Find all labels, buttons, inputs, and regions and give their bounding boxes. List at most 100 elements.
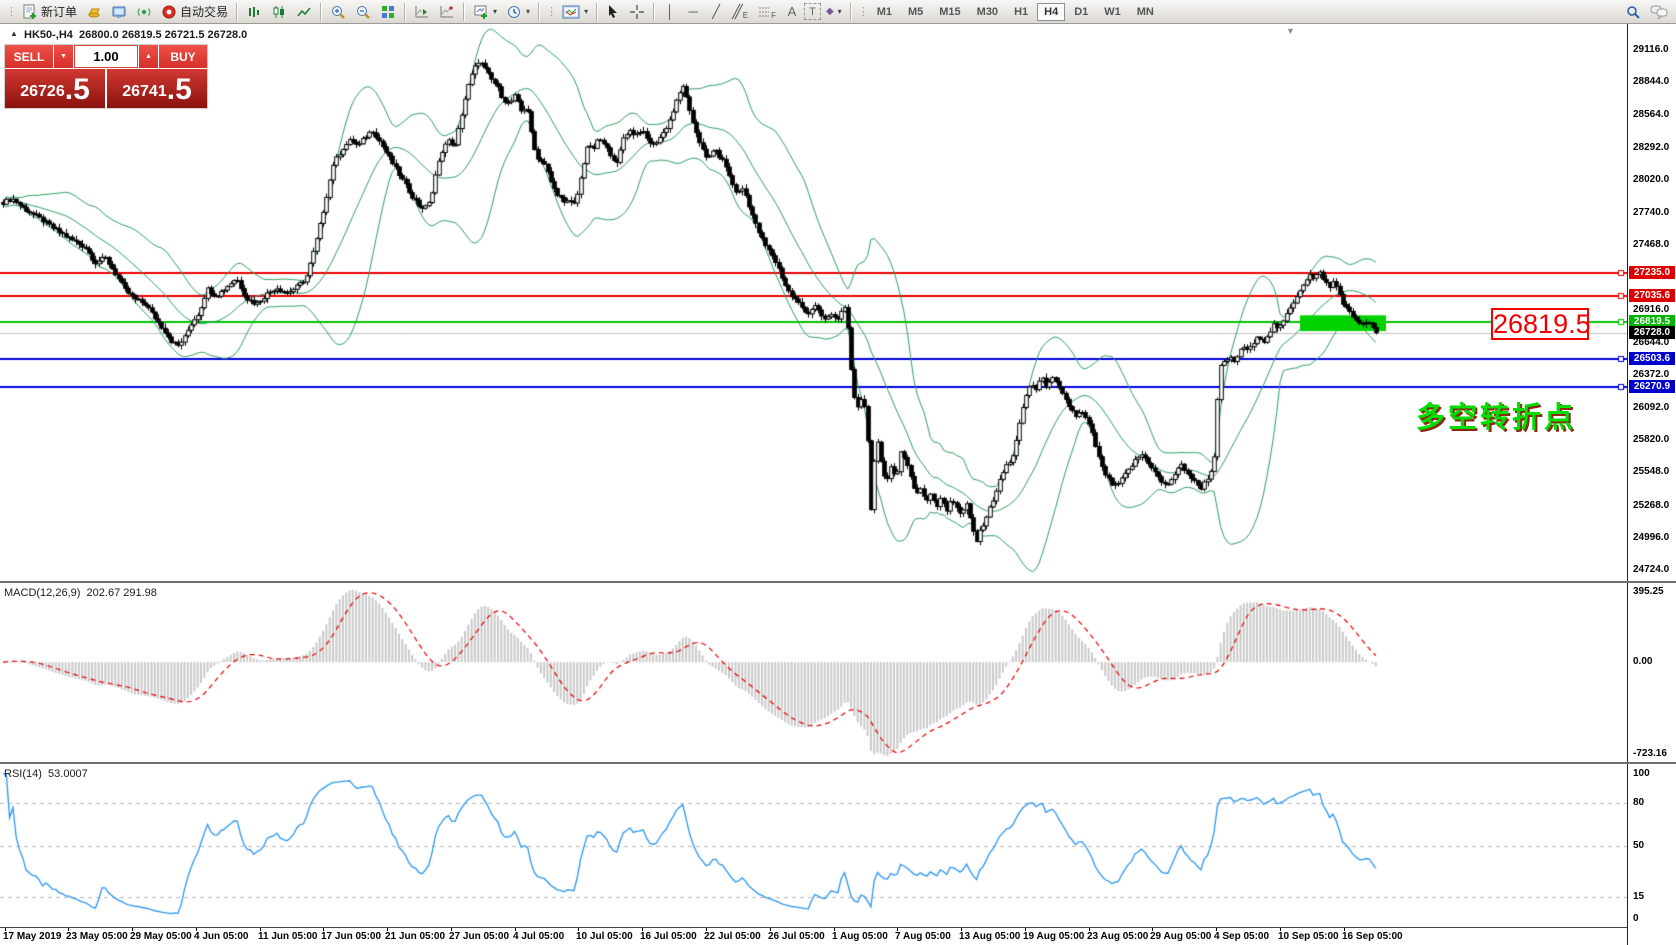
market-watch-button[interactable] [82, 1, 106, 23]
buy-button[interactable]: BUY [159, 45, 207, 68]
date-tick-mark [260, 928, 261, 931]
tile-windows-button[interactable] [376, 1, 400, 23]
timeframe-W1[interactable]: W1 [1104, 5, 1121, 18]
new-order-button[interactable]: 新订单 [18, 1, 81, 23]
date-tick-label: 4 Jun 05:00 [194, 931, 249, 942]
macd-panel-canvas[interactable] [0, 584, 1627, 762]
chart-shift-button[interactable] [410, 1, 434, 23]
date-tick-mark [642, 928, 643, 931]
date-tick-label: 13 Aug 05:00 [959, 931, 1021, 942]
price-tick-label: 25268.0 [1633, 499, 1670, 511]
metaeditor-icon [111, 4, 127, 20]
toolbar-grip[interactable]: ⋮ [6, 6, 17, 18]
timeframe-M30[interactable]: M30 [976, 5, 999, 18]
buy-price-main: 26741 [122, 83, 167, 100]
date-tick-mark [1152, 928, 1153, 931]
volume-down-button[interactable]: ▼ [54, 45, 73, 68]
chart-header: HK50-,H4 26800.0 26819.5 26721.5 26728.0 [24, 29, 247, 41]
fibonacci-button[interactable]: F [753, 1, 780, 23]
price-tick-label: 24996.0 [1633, 531, 1670, 543]
date-tick-mark [1089, 928, 1090, 931]
volume-input[interactable]: 1.00 [74, 45, 138, 68]
rsi-panel-canvas[interactable] [0, 765, 1627, 927]
rsi-tick-label: 0 [1633, 912, 1639, 924]
volume-up-button[interactable]: ▲ [139, 45, 158, 68]
text-tool-button[interactable]: A [781, 1, 803, 23]
macd-zero-label: 0.00 [1633, 656, 1653, 668]
bar-chart-button[interactable] [242, 1, 266, 23]
vertical-line-button[interactable]: │ [659, 1, 681, 23]
toolbar-grip[interactable]: ⋮ [857, 6, 869, 18]
zoom-out-button[interactable] [351, 1, 375, 23]
equidistant-channel-button[interactable]: ╱ ╱ E [728, 1, 752, 23]
level-price-label: 27035.6 [1629, 289, 1675, 302]
zoom-in-button[interactable] [326, 1, 350, 23]
date-tick-mark [5, 928, 6, 931]
date-tick-label: 7 Aug 05:00 [895, 931, 951, 942]
sell-button[interactable]: SELL [5, 45, 53, 68]
chart-autoscroll-button[interactable] [435, 1, 459, 23]
panel-collapse-icon[interactable]: ▲ [10, 29, 18, 38]
level-price-label: 26728.0 [1629, 326, 1675, 339]
indicators-icon [562, 4, 580, 20]
arrows-icon: ◆ [825, 6, 834, 17]
price-tick-label: 26644.0 [1633, 336, 1670, 348]
new-chart-icon [473, 4, 489, 20]
horizontal-line-button[interactable]: ─ [682, 1, 704, 23]
dropdown-arrow-icon: ▾ [493, 7, 498, 16]
panel-separator[interactable] [0, 762, 1676, 764]
panel-separator[interactable] [0, 581, 1676, 583]
cursor-button[interactable] [602, 1, 624, 23]
price-callout-label[interactable]: 26819.5 [1491, 308, 1591, 340]
channel-sub-label: E [742, 11, 749, 20]
panel-border [0, 927, 1627, 928]
date-tick-label: 11 Jun 05:00 [258, 931, 318, 942]
timeframe-MN[interactable]: MN [1136, 5, 1154, 18]
date-tick-label: 26 Jul 05:00 [768, 931, 825, 942]
autotrading-button[interactable]: 自动交易 [157, 1, 232, 23]
trendline-button[interactable]: ╱ [705, 1, 727, 23]
toolbar-grip[interactable]: ⋮ [546, 6, 557, 18]
date-tick-mark [323, 928, 324, 931]
timeframe-H1[interactable]: H1 [1014, 5, 1029, 18]
rsi-tick-label: 80 [1633, 796, 1645, 808]
vertical-line-icon: │ [666, 4, 675, 19]
price-tick-label: 28020.0 [1633, 173, 1670, 185]
gold-icon [86, 4, 102, 20]
rsi-name-label: RSI(14) [4, 768, 42, 780]
crosshair-button[interactable] [625, 1, 649, 23]
clock-icon [506, 4, 522, 20]
line-chart-button[interactable] [292, 1, 316, 23]
arrows-dropdown[interactable]: ◆ ▾ [822, 1, 846, 23]
price-axis[interactable] [1627, 24, 1676, 945]
chart-window: ▲ HK50-,H4 26800.0 26819.5 26721.5 26728… [0, 24, 1676, 945]
sell-price-display[interactable]: 26726 .5 [5, 69, 105, 108]
signals-button[interactable] [132, 1, 156, 23]
turning-point-annotation[interactable]: 多空转折点 [1416, 402, 1577, 434]
line-chart-icon [296, 4, 312, 20]
ohlc-label: 26800.0 26819.5 26721.5 26728.0 [79, 29, 248, 41]
search-button[interactable] [1621, 1, 1645, 23]
timeframe-D1[interactable]: D1 [1074, 5, 1089, 18]
indicators-dropdown[interactable]: ▾ [558, 1, 592, 23]
timeframe-H4[interactable]: H4 [1037, 2, 1066, 21]
label-tool-button[interactable]: T [803, 3, 821, 20]
one-click-trading-panel: SELL ▼ 1.00 ▲ BUY 26726 .5 26741 .5 [4, 44, 208, 109]
timeframe-M15[interactable]: M15 [939, 5, 961, 18]
date-tick-label: 4 Jul 05:00 [513, 931, 565, 942]
buy-price-frac: .5 [166, 73, 192, 106]
fibonacci-icon [757, 5, 771, 19]
timeframe-M1[interactable]: M1 [876, 5, 892, 18]
period-dropdown[interactable]: ▾ [502, 1, 534, 23]
chat-button[interactable] [1646, 1, 1672, 23]
metaeditor-button[interactable] [107, 1, 131, 23]
candlestick-chart-button[interactable] [267, 1, 291, 23]
buy-price-display[interactable]: 26741 .5 [107, 69, 207, 108]
channel-icon: ╱ [732, 4, 740, 19]
macd-header: MACD(12,26,9) 202.67 291.98 [4, 587, 157, 599]
date-tick-label: 23 May 05:00 [66, 931, 128, 942]
timeframe-M5[interactable]: M5 [907, 5, 924, 18]
price-tick-label: 28564.0 [1633, 109, 1670, 121]
new-chart-dropdown[interactable]: ▾ [469, 1, 501, 23]
price-chart-canvas[interactable] [0, 24, 1627, 581]
